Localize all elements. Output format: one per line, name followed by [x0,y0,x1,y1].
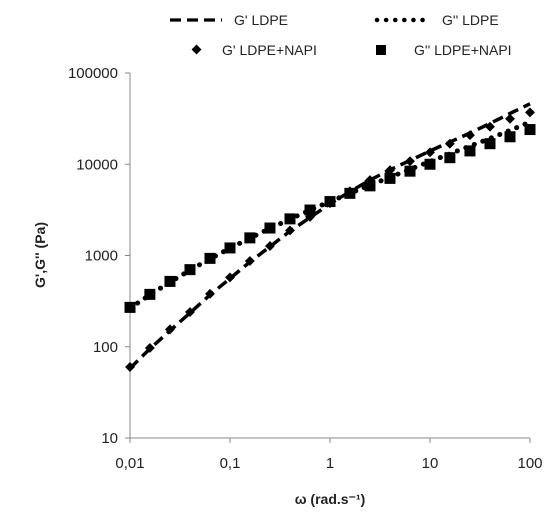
data-point-square [184,264,196,276]
data-point-diamond [525,107,535,118]
data-point-square [204,252,216,264]
data-point-diamond [265,241,275,251]
series-g-ldpe [128,102,531,370]
x-axis-ticks: 0,01 0,1 1 10 100 [115,438,543,472]
y-axis-ticks: 10 100 1000 10000 100000 [68,65,130,447]
legend-label: G'' LDPE [442,12,499,28]
data-point-square [264,222,276,234]
x-axis-label: ω (rad.s⁻¹) [295,491,366,507]
data-point-diamond [144,343,155,353]
legend-item-g-prime-ldpe: G' LDPE [170,12,288,28]
y-tick-label: 100000 [68,65,118,82]
x-tick-label: 10 [422,455,439,472]
data-point-square [444,152,456,164]
data-point-diamond [285,225,295,236]
data-point-diamond [465,130,475,141]
data-point-square [504,131,516,143]
legend-item-g-double-prime-ldpe-napi: G'' LDPE+NAPI [376,42,512,58]
data-point-diamond [305,211,315,222]
series-g-ldpe-napi [124,124,536,313]
data-point-diamond [325,198,335,209]
data-point-diamond [205,288,215,299]
y-tick-label: 1000 [85,248,118,265]
y-tick-label: 10000 [76,156,118,173]
data-point-square [304,204,316,216]
legend-square-symbol [376,45,386,55]
x-tick-label: 0,1 [220,455,241,472]
data-point-square [484,138,496,150]
data-point-square [284,213,296,225]
data-point-diamond [444,138,455,149]
data-point-diamond [344,186,355,197]
data-point-diamond [405,156,415,167]
plot-area [124,102,536,372]
legend-item-g-double-prime-ldpe: G'' LDPE [374,12,499,28]
data-point-square [524,124,536,136]
data-point-diamond [505,113,515,124]
data-point-square [464,145,476,157]
data-point-square [384,172,396,184]
data-point-diamond [365,175,375,186]
data-point-diamond [385,165,395,176]
data-point-square [404,165,416,177]
x-tick-label: 100 [517,455,542,472]
y-axis-label: G',G'' (Pa) [32,222,48,288]
data-point-square [224,242,236,254]
data-point-diamond [425,147,435,158]
legend-diamond-symbol [191,44,202,55]
legend-item-g-prime-ldpe-napi: G' LDPE+NAPI [191,42,317,58]
x-tick-label: 1 [326,455,334,472]
legend-label: G'' LDPE+NAPI [414,42,512,58]
legend: G' LDPE G'' LDPE G' LDPE+NAPI G'' LDPE+N… [170,12,512,58]
series-line [128,102,531,370]
data-point-diamond [244,256,255,266]
y-tick-label: 10 [101,430,118,447]
data-point-diamond [165,324,175,335]
data-point-square [244,232,256,244]
data-point-square [424,158,436,170]
y-tick-label: 100 [93,339,118,356]
data-point-diamond [185,307,195,318]
data-point-square [164,275,176,287]
data-point-square [124,301,136,313]
data-point-square [364,180,376,192]
x-tick-label: 0,01 [115,455,144,472]
axes: 10 100 1000 10000 100000 0,01 0,1 1 10 100 [68,65,543,472]
legend-label: G' LDPE+NAPI [222,42,317,58]
data-point-square [144,288,156,300]
legend-label: G' LDPE [234,12,288,28]
data-point-diamond [225,272,235,283]
